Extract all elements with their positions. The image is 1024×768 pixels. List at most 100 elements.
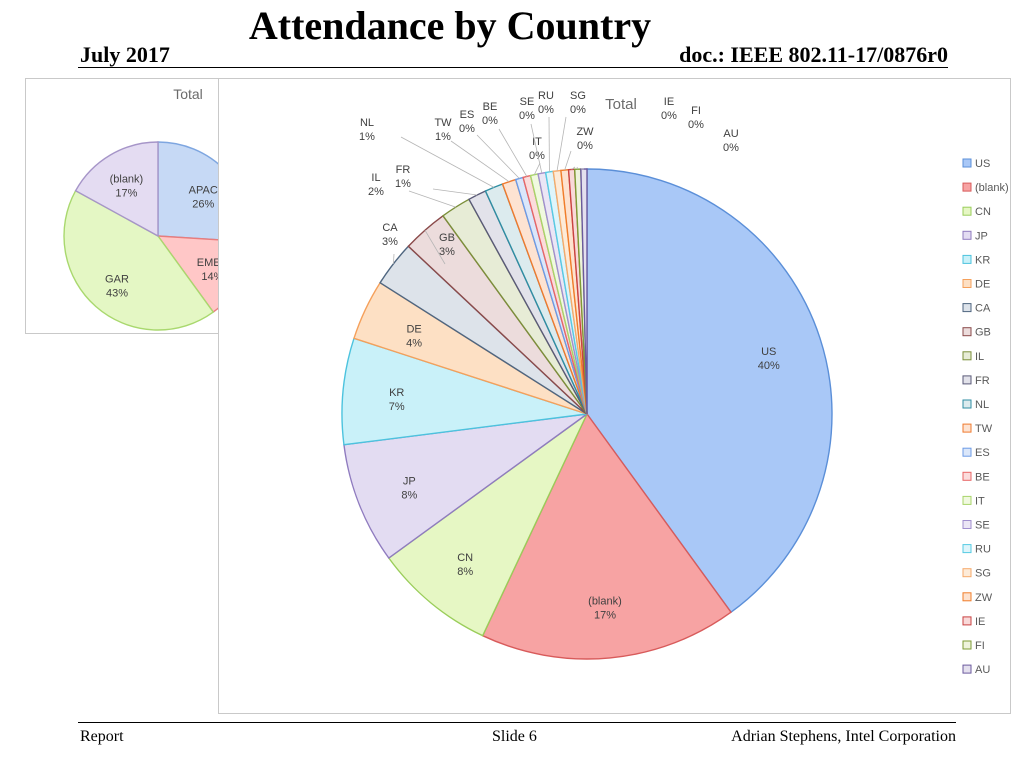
footer-left: Report bbox=[80, 728, 124, 745]
country-pie-slice-be-leader-line bbox=[498, 128, 528, 177]
country-pie-slice-gb-percent: 3% bbox=[439, 246, 455, 258]
country-pie-legend-label-jp: JP bbox=[975, 230, 988, 242]
country-pie-slice-us-label: US bbox=[761, 346, 776, 358]
country-pie-slice-il-leader-line bbox=[408, 190, 456, 208]
footer-slide-number: Slide 6 bbox=[492, 728, 537, 745]
country-pie-slice-fr-label: FR bbox=[396, 164, 411, 176]
country-pie-slice-nl-percent: 1% bbox=[359, 131, 375, 143]
country-pie-legend-label-il: IL bbox=[975, 351, 984, 363]
country-pie-legend-swatch-sg bbox=[962, 568, 972, 578]
country-pie-legend-swatch-jp bbox=[962, 230, 972, 240]
country-pie-slice-blank-label: (blank) bbox=[588, 595, 622, 607]
country-pie-slice-se-percent: 0% bbox=[519, 110, 535, 122]
country-pie-title: Total bbox=[605, 96, 637, 113]
country-pie-legend-swatch-tw bbox=[962, 423, 972, 433]
country-pie-legend-label-fi: FI bbox=[975, 640, 985, 652]
country-pie-slice-it-label: IT bbox=[532, 136, 542, 148]
country-pie-legend-swatch-blank bbox=[962, 182, 972, 192]
country-pie-slice-il-label: IL bbox=[371, 172, 380, 184]
country-pie-slice-blank-percent: 17% bbox=[594, 609, 616, 621]
country-pie-slice-zw-percent: 0% bbox=[577, 140, 593, 152]
country-pie-legend-label-ru: RU bbox=[975, 544, 991, 556]
region-pie-slice-apac-label: APAC bbox=[189, 185, 218, 197]
country-pie-slice-ca-percent: 3% bbox=[382, 236, 398, 248]
country-pie-legend-swatch-ie bbox=[962, 616, 972, 626]
country-pie-slice-gb-leader-line bbox=[424, 230, 446, 265]
country-pie-slice-ie-leader-line bbox=[571, 166, 576, 170]
country-pie-slice-cn-label: CN bbox=[457, 552, 473, 564]
country-pie-slice-nl-leader-line bbox=[400, 136, 495, 188]
country-pie-slice-ca-label: CA bbox=[382, 222, 398, 234]
country-pie-slice-fi-label: FI bbox=[691, 105, 701, 117]
country-pie-slice-blank bbox=[481, 412, 732, 660]
country-pie-slice-jp bbox=[343, 413, 588, 559]
country-pie-slice-nl-label: NL bbox=[360, 117, 374, 129]
country-pie-slice-fr-leader-line bbox=[432, 188, 478, 196]
country-pie-legend-label-zw: ZW bbox=[975, 592, 993, 604]
region-pie-slice-blank bbox=[74, 141, 159, 238]
country-pie-legend-swatch-il bbox=[962, 351, 972, 361]
country-pie-slice-se-label: SE bbox=[520, 96, 535, 108]
country-pie-slice-be-label: BE bbox=[483, 101, 498, 113]
country-pie-slice-it-leader-line bbox=[533, 162, 541, 175]
country-pie-legend-swatch-cn bbox=[962, 206, 972, 216]
country-pie-slice-es-leader-line bbox=[476, 134, 520, 179]
country-pie-legend-swatch-de bbox=[962, 279, 972, 288]
country-pie-legend-label-it: IT bbox=[975, 495, 985, 507]
country-pie-legend-swatch-us bbox=[962, 158, 972, 168]
country-pie-slice-sg-leader-line bbox=[556, 116, 567, 171]
country-pie-slice-cn bbox=[387, 413, 588, 637]
region-pie-slice-apac-percent: 26% bbox=[192, 199, 214, 211]
country-pie-slice-kr bbox=[341, 337, 588, 446]
region-pie-slice-gar-percent: 43% bbox=[106, 288, 128, 300]
country-pie-legend-swatch-nl bbox=[962, 399, 972, 409]
country-pie-legend-label-se: SE bbox=[975, 520, 990, 532]
country-pie-slice-kr-label: KR bbox=[389, 387, 404, 399]
country-pie-legend-swatch-it bbox=[962, 495, 972, 505]
footer-rule bbox=[78, 722, 956, 723]
country-pie-slice-de-label: DE bbox=[406, 324, 421, 336]
country-pie-legend-label-es: ES bbox=[975, 447, 990, 459]
country-pie-slice-tw-label: TW bbox=[434, 117, 452, 129]
country-pie-chart: Total US 40% US (blank) 17% (blank) CN 8% CN JP 8% J… bbox=[341, 90, 1009, 676]
country-pie-slice-de-percent: 4% bbox=[406, 338, 422, 350]
country-pie-legend-label-au: AU bbox=[975, 664, 990, 676]
region-pie-slice-gar-label: GAR bbox=[105, 274, 129, 286]
country-pie-slice-sg-percent: 0% bbox=[570, 104, 586, 116]
country-pie-legend-label-be: BE bbox=[975, 471, 990, 483]
footer-author: Adrian Stephens, Intel Corporation bbox=[731, 728, 956, 745]
country-pie-slice-es-label: ES bbox=[460, 109, 475, 121]
country-pie-slice-au-percent: 0% bbox=[723, 142, 739, 154]
country-pie-panel: Total US 40% US (blank) 17% (blank) CN 8% CN JP 8% J… bbox=[218, 78, 1011, 714]
country-pie-legend-swatch-kr bbox=[962, 254, 972, 264]
country-pie-legend-swatch-se bbox=[962, 520, 972, 529]
country-pie-legend-label-fr: FR bbox=[975, 375, 990, 387]
country-pie-slice-jp-percent: 8% bbox=[401, 489, 417, 501]
header-rule bbox=[78, 67, 948, 68]
country-pie-legend-label-us: US bbox=[975, 158, 990, 170]
country-pie-slice-ie-label: IE bbox=[664, 96, 674, 108]
country-pie-slice-ru-label: RU bbox=[538, 90, 554, 102]
country-pie-legend-swatch-gb bbox=[962, 327, 972, 337]
country-pie-legend-swatch-es bbox=[962, 447, 972, 457]
slide-title: Attendance by Country bbox=[248, 3, 652, 48]
country-pie-legend-label-ie: IE bbox=[975, 616, 985, 628]
region-pie-slice-blank-percent: 17% bbox=[115, 188, 137, 200]
country-pie-legend-label-tw: TW bbox=[975, 423, 993, 435]
country-pie-slice-ca-leader-line bbox=[393, 253, 395, 264]
country-pie-legend-swatch-fr bbox=[962, 375, 972, 385]
country-pie-slice-gb-label: GB bbox=[439, 232, 455, 244]
country-pie-slice-sg-label: SG bbox=[570, 90, 586, 102]
region-pie-title: Total bbox=[173, 86, 203, 102]
country-pie-legend-label-cn: CN bbox=[975, 206, 991, 218]
country-pie-slice-zw-leader-line bbox=[564, 150, 572, 171]
country-pie-slice-it-percent: 0% bbox=[529, 150, 545, 162]
country-pie-slice-kr-percent: 7% bbox=[389, 401, 405, 413]
region-pie-slice-blank-label: (blank) bbox=[110, 174, 144, 186]
country-pie-slice-ie-percent: 0% bbox=[661, 110, 677, 122]
country-pie-legend-label-gb: GB bbox=[975, 327, 991, 339]
country-pie-slice-fr-percent: 1% bbox=[395, 178, 411, 190]
country-pie-legend-swatch-ca bbox=[962, 303, 972, 313]
region-pie-slice-gar bbox=[63, 189, 215, 331]
country-pie-slice-jp-label: JP bbox=[403, 475, 416, 487]
